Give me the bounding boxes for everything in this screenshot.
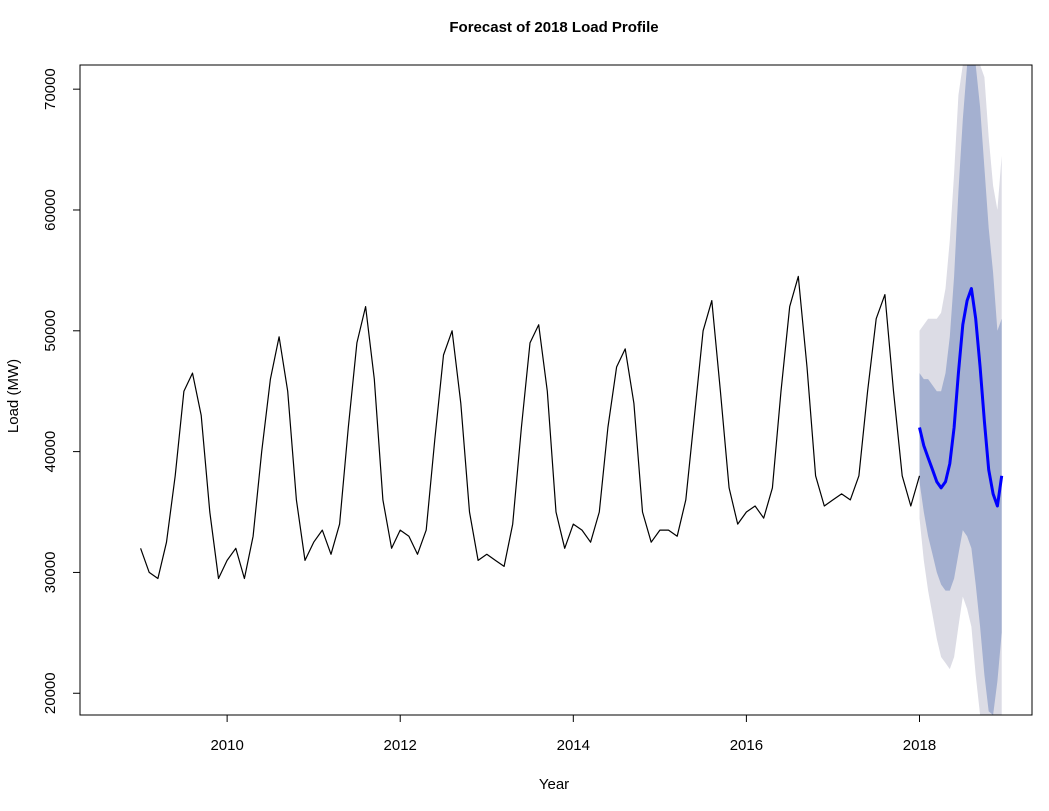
y-tick-label: 60000 bbox=[42, 189, 59, 231]
x-axis-label: Year bbox=[539, 776, 569, 793]
y-axis-label: Load (MW) bbox=[5, 359, 22, 433]
series-lines bbox=[140, 275, 1004, 580]
plot-frame bbox=[79, 64, 1033, 716]
y-tick-label: 40000 bbox=[42, 431, 59, 473]
chart-title: Forecast of 2018 Load Profile bbox=[449, 19, 658, 36]
x-tick-label: 2014 bbox=[557, 737, 590, 754]
x-axis: 2010 2012 2014 2016 2018 bbox=[210, 715, 936, 754]
forecast-intervals bbox=[919, 65, 1002, 715]
y-tick-label: 70000 bbox=[42, 68, 59, 110]
y-axis: 20000 30000 40000 50000 60000 70000 bbox=[42, 68, 80, 714]
y-tick-label: 30000 bbox=[42, 552, 59, 594]
x-tick-label: 2010 bbox=[210, 737, 243, 754]
x-tick-label: 2012 bbox=[384, 737, 417, 754]
series-line-forecast bbox=[918, 287, 1004, 508]
y-tick-label: 20000 bbox=[42, 672, 59, 714]
x-tick-label: 2016 bbox=[730, 737, 763, 754]
interval-band-80 bbox=[919, 65, 1002, 715]
x-tick-label: 2018 bbox=[903, 737, 936, 754]
series-line-historical bbox=[140, 275, 921, 580]
y-tick-label: 50000 bbox=[42, 310, 59, 352]
